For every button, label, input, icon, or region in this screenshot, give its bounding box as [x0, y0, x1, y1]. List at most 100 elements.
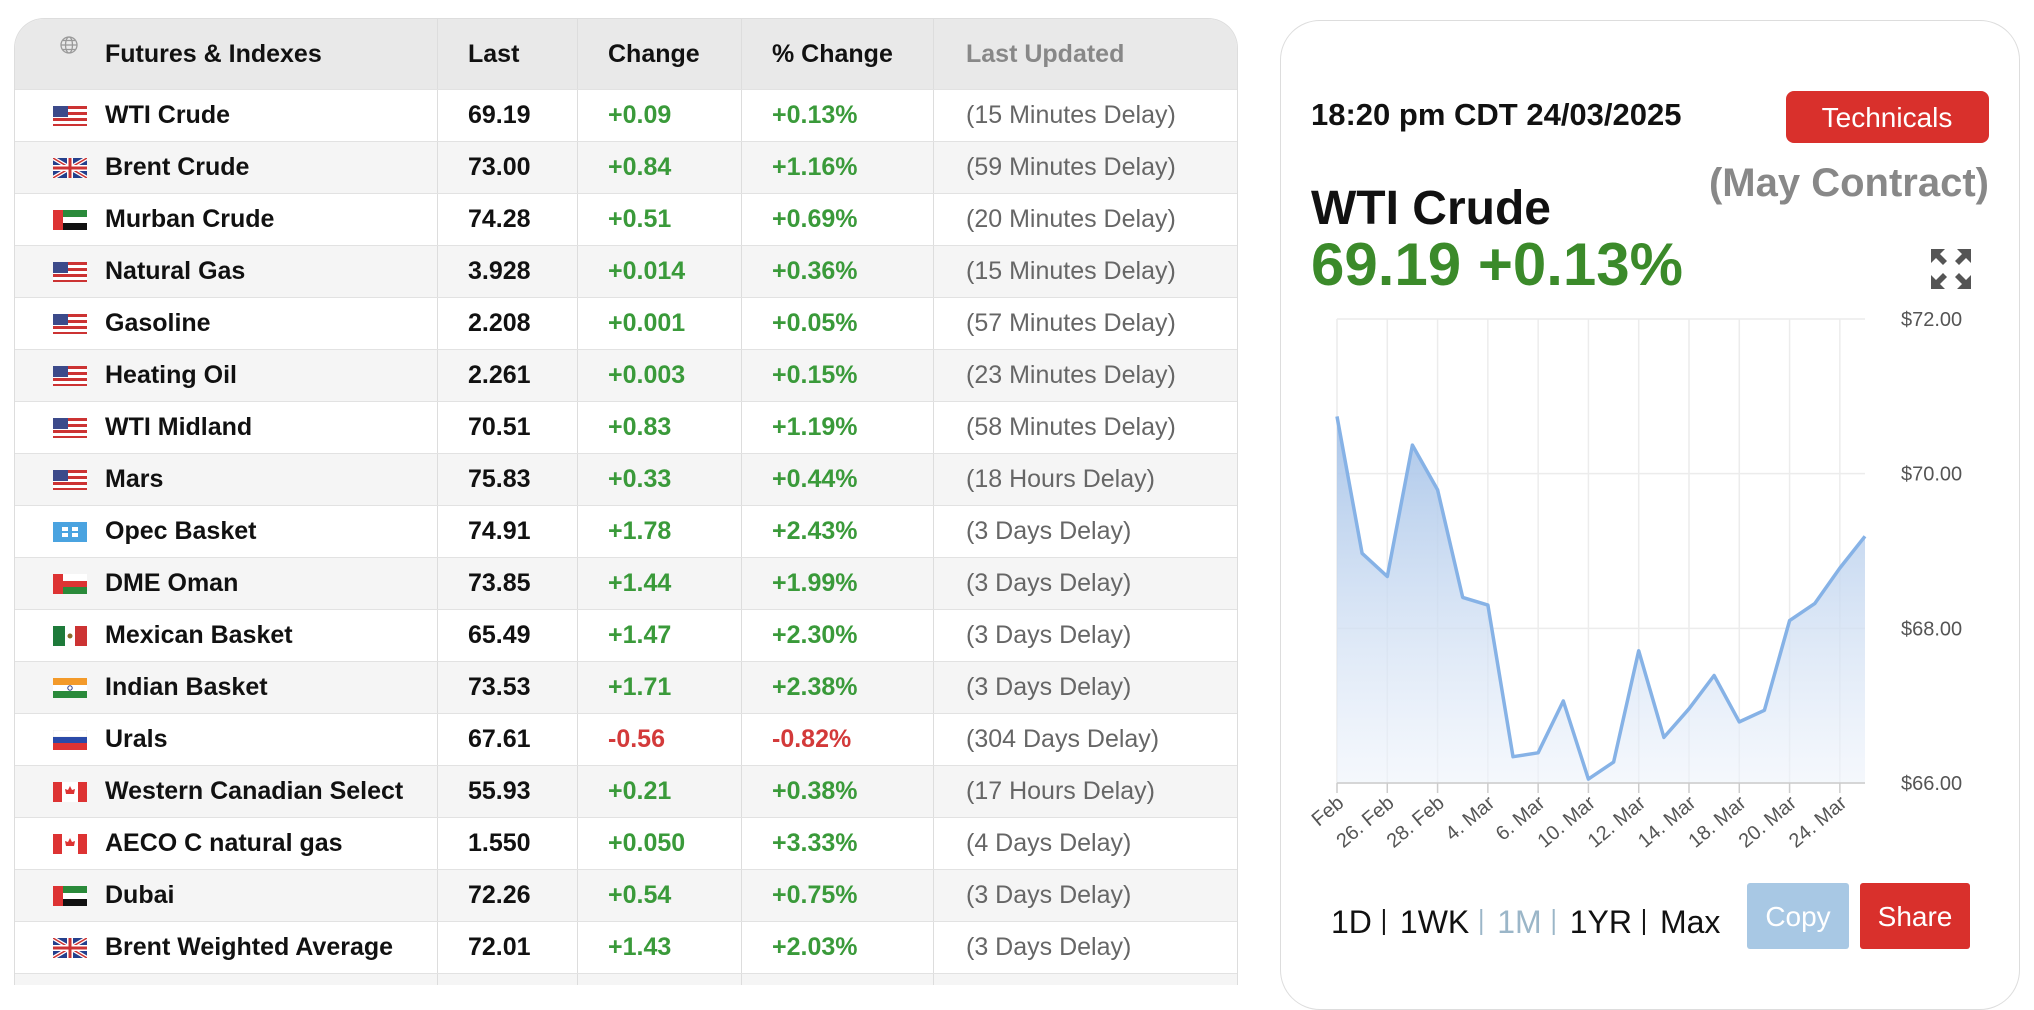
cell: Western Canadian Select — [15, 766, 437, 817]
cell: 3.928 — [437, 246, 577, 297]
header-cell: Futures & Indexes — [15, 19, 437, 89]
cell: Heating Oil — [15, 350, 437, 401]
last-updated: (23 Minutes Delay) — [966, 361, 1176, 389]
table-row: Natural Gas 3.928 +0.014 +0.36% (15 Minutes … — [15, 245, 1237, 297]
range-option[interactable]: 1YR — [1570, 904, 1632, 940]
header-cell: Last — [437, 19, 577, 89]
cell: (15 Minutes Delay) — [933, 246, 1237, 297]
name: Urals — [105, 725, 168, 753]
cell — [933, 974, 1237, 985]
cell: Mexican Basket — [15, 610, 437, 661]
last-updated: (3 Days Delay) — [966, 517, 1132, 545]
change: +0.54 — [608, 881, 672, 909]
last-updated: (20 Minutes Delay) — [966, 205, 1176, 233]
name: WTI Midland — [105, 413, 253, 441]
last-updated: (15 Minutes Delay) — [966, 101, 1176, 129]
cell: +0.51 — [577, 194, 741, 245]
flag — [53, 573, 87, 594]
price: 69.19 — [1311, 231, 1461, 298]
share-label[interactable]: Share — [1878, 901, 1953, 932]
pct-change: +2.30% — [772, 621, 858, 649]
range-option[interactable]: 1M — [1497, 904, 1541, 940]
cell: (20 Minutes Delay) — [933, 194, 1237, 245]
cell: WTI Midland — [15, 402, 437, 453]
x-tick-label: 28. Feb — [1383, 792, 1449, 852]
change: +1.47 — [608, 621, 672, 649]
cell: +2.03% — [741, 922, 933, 973]
last-updated: (15 Minutes Delay) — [966, 257, 1176, 285]
cell: 73.00 — [437, 142, 577, 193]
y-tick-label: $68.00 — [1901, 618, 1962, 640]
technicals-label[interactable]: Technicals — [1822, 102, 1953, 133]
last-updated: (3 Days Delay) — [966, 673, 1132, 701]
contract: (May Contract) — [1709, 161, 1989, 205]
range-option[interactable]: Max — [1660, 904, 1720, 940]
header-text: Futures & Indexes — [105, 39, 322, 68]
quote-panel: 18:20 pm CDT 24/03/2025 Technicals WTI C… — [1280, 20, 2020, 1010]
cell: (57 Minutes Delay) — [933, 298, 1237, 349]
table-row-partial — [15, 973, 1237, 985]
cell: DME Oman — [15, 558, 437, 609]
pct-change: +0.69% — [772, 205, 858, 233]
cell: 75.83 — [437, 454, 577, 505]
header-cell: Last Updated — [933, 19, 1237, 89]
range-option[interactable]: 1WK — [1400, 904, 1469, 940]
technicals-button[interactable] — [1786, 91, 1989, 143]
flag — [53, 261, 87, 282]
name: Western Canadian Select — [105, 777, 404, 805]
cell: +1.44 — [577, 558, 741, 609]
name: DME Oman — [105, 569, 239, 597]
last-updated: (17 Hours Delay) — [966, 777, 1155, 805]
change: +0.84 — [608, 153, 672, 181]
pct-change: +2.38% — [772, 673, 858, 701]
panel-svg: 18:20 pm CDT 24/03/2025 Technicals WTI C… — [1308, 91, 1989, 949]
name: Brent Weighted Average — [105, 933, 394, 961]
flag — [53, 313, 87, 334]
copy-label[interactable]: Copy — [1765, 901, 1830, 932]
cell: Mars — [15, 454, 437, 505]
last: 65.49 — [468, 621, 531, 649]
change: +0.51 — [608, 205, 672, 233]
range-option[interactable]: 1D — [1331, 904, 1372, 940]
last: 73.00 — [468, 153, 531, 181]
cell: 73.85 — [437, 558, 577, 609]
cell: 72.26 — [437, 870, 577, 921]
last-updated: (18 Hours Delay) — [966, 465, 1155, 493]
cell: +0.69% — [741, 194, 933, 245]
cell: +0.84 — [577, 142, 741, 193]
pct-change: +0.75% — [772, 881, 858, 909]
pct-change: +3.33% — [772, 829, 858, 857]
cell: +0.36% — [741, 246, 933, 297]
last-updated: (4 Days Delay) — [966, 829, 1132, 857]
table-row: Brent Crude 73.00 +0.84 +1.16% (59 Minutes D… — [15, 141, 1237, 193]
table-row: Indian Basket 73.53 +1.71 +2.38% (3 Days Del… — [15, 661, 1237, 713]
last-updated: (59 Minutes Delay) — [966, 153, 1176, 181]
share-button[interactable] — [1860, 883, 1970, 949]
cell — [741, 974, 933, 985]
table-row: Urals 67.61 -0.56 -0.82% (304 Days Delay) — [15, 713, 1237, 765]
last: 72.26 — [468, 881, 531, 909]
pct-change: +0.15% — [772, 361, 858, 389]
cell: Murban Crude — [15, 194, 437, 245]
header-text: Change — [608, 39, 700, 68]
last: 3.928 — [468, 257, 531, 285]
name: Mexican Basket — [105, 621, 293, 649]
copy-button[interactable] — [1747, 883, 1849, 949]
last: 73.53 — [468, 673, 531, 701]
change: +0.014 — [608, 257, 686, 285]
cell: +0.050 — [577, 818, 741, 869]
cell: Indian Basket — [15, 662, 437, 713]
pct-change: -0.82% — [772, 725, 852, 753]
cell: (3 Days Delay) — [933, 662, 1237, 713]
cell: +1.47 — [577, 610, 741, 661]
price-change: +0.13% — [1478, 231, 1683, 298]
name: Opec Basket — [105, 517, 257, 545]
cell: Gasoline — [15, 298, 437, 349]
expand-icon[interactable] — [1931, 249, 1971, 289]
change: +1.44 — [608, 569, 672, 597]
last: 73.85 — [468, 569, 531, 597]
last-updated: (58 Minutes Delay) — [966, 413, 1176, 441]
table-row: Gasoline 2.208 +0.001 +0.05% (57 Minutes Del… — [15, 297, 1237, 349]
pct-change: +0.13% — [772, 101, 858, 129]
cell: +0.014 — [577, 246, 741, 297]
